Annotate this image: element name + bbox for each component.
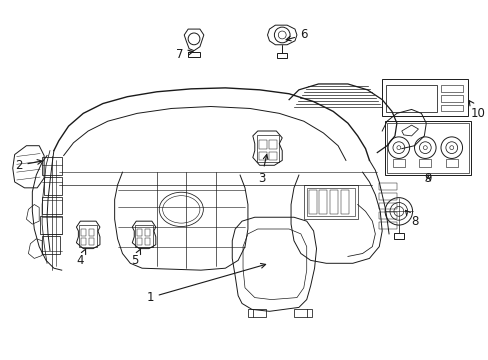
Bar bbox=[81, 238, 86, 245]
Text: 2: 2 bbox=[15, 159, 42, 172]
Bar bbox=[277, 53, 286, 58]
Text: 10: 10 bbox=[468, 101, 485, 120]
Bar bbox=[269, 140, 277, 149]
Bar bbox=[89, 238, 94, 245]
Bar bbox=[419, 159, 430, 167]
Bar bbox=[258, 152, 266, 161]
Bar bbox=[379, 203, 396, 210]
Bar bbox=[385, 121, 470, 175]
Bar bbox=[89, 229, 94, 236]
Bar bbox=[440, 85, 462, 92]
Bar bbox=[145, 229, 150, 236]
Bar bbox=[293, 309, 311, 317]
Bar bbox=[319, 190, 326, 214]
Bar bbox=[386, 123, 468, 173]
Bar bbox=[137, 238, 142, 245]
Text: 5: 5 bbox=[131, 248, 141, 267]
Bar bbox=[79, 225, 97, 247]
Text: 9: 9 bbox=[424, 171, 431, 185]
Bar bbox=[382, 79, 468, 116]
Bar bbox=[306, 188, 354, 216]
Bar bbox=[145, 238, 150, 245]
Bar bbox=[44, 177, 61, 195]
Bar bbox=[137, 229, 142, 236]
Bar bbox=[135, 225, 153, 247]
Text: 6: 6 bbox=[285, 28, 307, 41]
Bar bbox=[393, 233, 403, 239]
Bar bbox=[308, 190, 316, 214]
Bar bbox=[386, 85, 436, 112]
Bar bbox=[445, 159, 457, 167]
Bar bbox=[440, 104, 462, 111]
Bar bbox=[379, 222, 396, 229]
Text: 8: 8 bbox=[405, 210, 417, 228]
Text: 4: 4 bbox=[77, 248, 86, 267]
Bar bbox=[329, 190, 337, 214]
Bar bbox=[440, 95, 462, 102]
Bar bbox=[392, 159, 404, 167]
Bar bbox=[42, 236, 60, 253]
Bar bbox=[42, 197, 61, 214]
Bar bbox=[247, 309, 265, 317]
Bar bbox=[340, 190, 348, 214]
Text: 7: 7 bbox=[175, 48, 193, 61]
Text: 3: 3 bbox=[258, 154, 267, 185]
Bar bbox=[256, 135, 279, 162]
Bar bbox=[303, 185, 357, 219]
Bar bbox=[379, 193, 396, 199]
Bar bbox=[258, 140, 266, 149]
Bar bbox=[188, 51, 200, 57]
Bar bbox=[379, 212, 396, 219]
Bar bbox=[81, 229, 86, 236]
Bar bbox=[40, 216, 61, 234]
Bar bbox=[379, 183, 396, 190]
Text: 1: 1 bbox=[146, 264, 265, 304]
Bar bbox=[42, 157, 61, 175]
Bar bbox=[269, 152, 277, 161]
